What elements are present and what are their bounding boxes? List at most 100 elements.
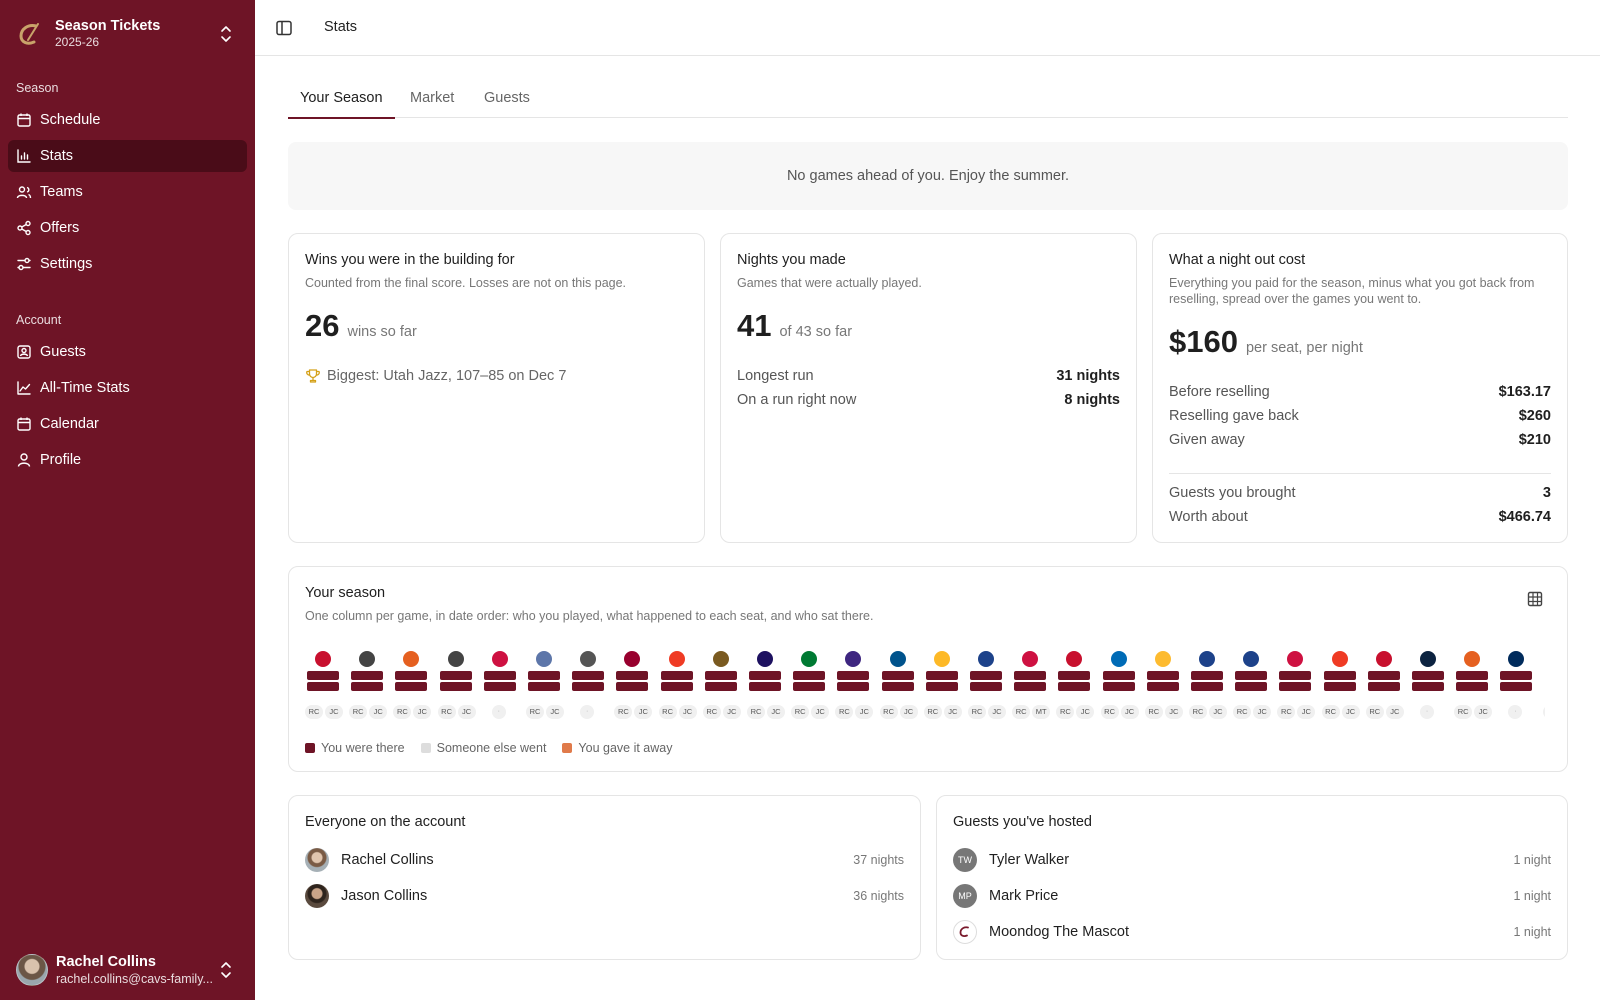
list-item: Rachel Collins 37 nights: [305, 847, 904, 873]
sidebar: Season Tickets 2025-26 Season Schedule S…: [0, 0, 255, 1000]
list-item: Moondog The Mascot 1 night: [953, 919, 1551, 945]
sidebar-item-schedule[interactable]: Schedule: [8, 104, 247, 136]
game-column[interactable]: RC JC: [393, 647, 432, 729]
cavaliers-logo-icon: [959, 926, 969, 937]
table-view-icon[interactable]: [1527, 591, 1543, 607]
seat-status-bar: [925, 682, 958, 691]
avatar: MP: [953, 884, 977, 908]
game-column[interactable]: RC JC: [923, 647, 962, 729]
seat-status-bar: [749, 671, 781, 680]
seat-status-bar: [1323, 671, 1356, 680]
tab-guests[interactable]: Guests: [484, 90, 530, 106]
person-name: Jason Collins: [341, 888, 428, 904]
seat-status-bar: [793, 682, 826, 691]
game-column[interactable]: RC JC: [747, 647, 785, 729]
seat-holder-initials: RC: [747, 705, 765, 719]
biggest-win: Biggest: Utah Jazz, 107–85 on Dec 7: [327, 368, 567, 384]
stat-row: Before reselling $163.17: [1169, 384, 1551, 400]
game-column[interactable]: RC JC: [1189, 647, 1227, 729]
contact-icon: [17, 345, 31, 359]
nights-card: Nights you made Games that were actually…: [720, 233, 1137, 543]
toggle-sidebar-icon[interactable]: [275, 19, 293, 37]
game-column[interactable]: RC JC: [1056, 647, 1095, 729]
seat-status-bar: [572, 671, 605, 680]
app-switcher[interactable]: Season Tickets 2025-26: [16, 14, 240, 54]
game-column[interactable]: RC JC: [879, 647, 918, 729]
game-column[interactable]: RC JC: [1321, 647, 1360, 729]
game-column[interactable]: ·: [570, 647, 605, 729]
sidebar-item-settings[interactable]: Settings: [8, 248, 247, 280]
seat-status-bar: [1235, 682, 1268, 691]
game-column[interactable]: RC MT: [1012, 647, 1051, 729]
stat-row: Given away $210: [1169, 432, 1551, 448]
seat-status-bar: [881, 682, 914, 691]
stat-row: Guests you brought 3: [1169, 485, 1551, 501]
seat-status-bar: [395, 682, 428, 691]
opponent-logo-icon: [491, 651, 508, 667]
game-column[interactable]: RC: [1542, 647, 1545, 729]
stat-value: 8 nights: [1064, 392, 1120, 408]
seat-status-bar: [528, 671, 560, 680]
opponent-logo-icon: [845, 651, 862, 667]
seat-status-bar: [1235, 671, 1268, 680]
game-column[interactable]: RC JC: [1144, 647, 1183, 729]
chevrons-up-down-icon: [221, 962, 231, 978]
sidebar-item-stats[interactable]: Stats: [8, 140, 247, 172]
tab-your-season[interactable]: Your Season: [288, 90, 395, 119]
seat-status-bar: [1102, 671, 1135, 680]
seat-holder-initials: RC: [1144, 705, 1163, 719]
seat-holder-initials: RC: [1233, 705, 1252, 719]
legend-item: You gave it away: [562, 741, 672, 755]
game-column[interactable]: RC JC: [349, 647, 388, 729]
game-column[interactable]: RC JC: [702, 647, 741, 729]
seat-holder-initials: RC: [393, 705, 412, 719]
nights-value: 41: [737, 308, 772, 343]
legend-item: You were there: [305, 741, 405, 755]
game-column[interactable]: ·: [1410, 647, 1444, 729]
section-season-label: Season: [16, 81, 59, 95]
seat-status-bar: [704, 682, 737, 691]
game-column[interactable]: RC JC: [1365, 647, 1404, 729]
game-column[interactable]: RC JC: [658, 647, 697, 729]
cost-value: $160: [1169, 324, 1238, 359]
opponent-logo-icon: [1022, 651, 1039, 667]
nights-suffix: of 43 so far: [779, 324, 853, 340]
seat-holder-initials: RC: [1056, 705, 1075, 719]
card-title: Guests you've hosted: [953, 814, 1092, 830]
sidebar-item-offers[interactable]: Offers: [8, 212, 247, 244]
game-column[interactable]: ·: [482, 647, 516, 729]
game-column[interactable]: RC JC: [437, 647, 476, 729]
stat-label: On a run right now: [737, 392, 857, 408]
game-column[interactable]: RC JC: [526, 647, 564, 729]
seat-holder-initials: JC: [855, 705, 874, 719]
game-column[interactable]: RC JC: [614, 647, 653, 729]
sidebar-item-profile[interactable]: Profile: [8, 444, 247, 476]
game-column[interactable]: RC JC: [1454, 647, 1493, 729]
seat-holder-initials: JC: [678, 705, 697, 719]
sidebar-item-all-time-stats[interactable]: All-Time Stats: [8, 372, 247, 404]
seat-status-bar: [1014, 671, 1047, 680]
seat-status-bar: [1367, 682, 1400, 691]
opponent-logo-icon: [1331, 651, 1348, 667]
game-column[interactable]: RC JC: [791, 647, 830, 729]
divider: [1169, 473, 1551, 474]
game-column[interactable]: RC JC: [1233, 647, 1272, 729]
seat-status-bar: [616, 671, 649, 680]
sidebar-item-teams[interactable]: Teams: [8, 176, 247, 208]
game-column[interactable]: RC JC: [968, 647, 1006, 729]
game-column[interactable]: RC JC: [1100, 647, 1139, 729]
game-column[interactable]: RC JC: [1277, 647, 1316, 729]
seat-holder-initials: JC: [634, 705, 653, 719]
game-column[interactable]: RC JC: [305, 647, 343, 729]
sidebar-item-label: Schedule: [40, 112, 101, 128]
seat-holder-initials: RC: [526, 705, 544, 719]
seat-holder-initials: RC: [614, 705, 633, 719]
sidebar-item-calendar[interactable]: Calendar: [8, 408, 247, 440]
opponent-logo-icon: [359, 651, 376, 667]
sidebar-item-guests[interactable]: Guests: [8, 336, 247, 368]
game-column[interactable]: RC JC: [835, 647, 874, 729]
game-column[interactable]: ·: [1498, 647, 1533, 729]
user-menu[interactable]: Rachel Collins rachel.collins@cavs-famil…: [16, 952, 240, 988]
seat-status-bar: [704, 671, 737, 680]
tab-market[interactable]: Market: [410, 90, 455, 106]
